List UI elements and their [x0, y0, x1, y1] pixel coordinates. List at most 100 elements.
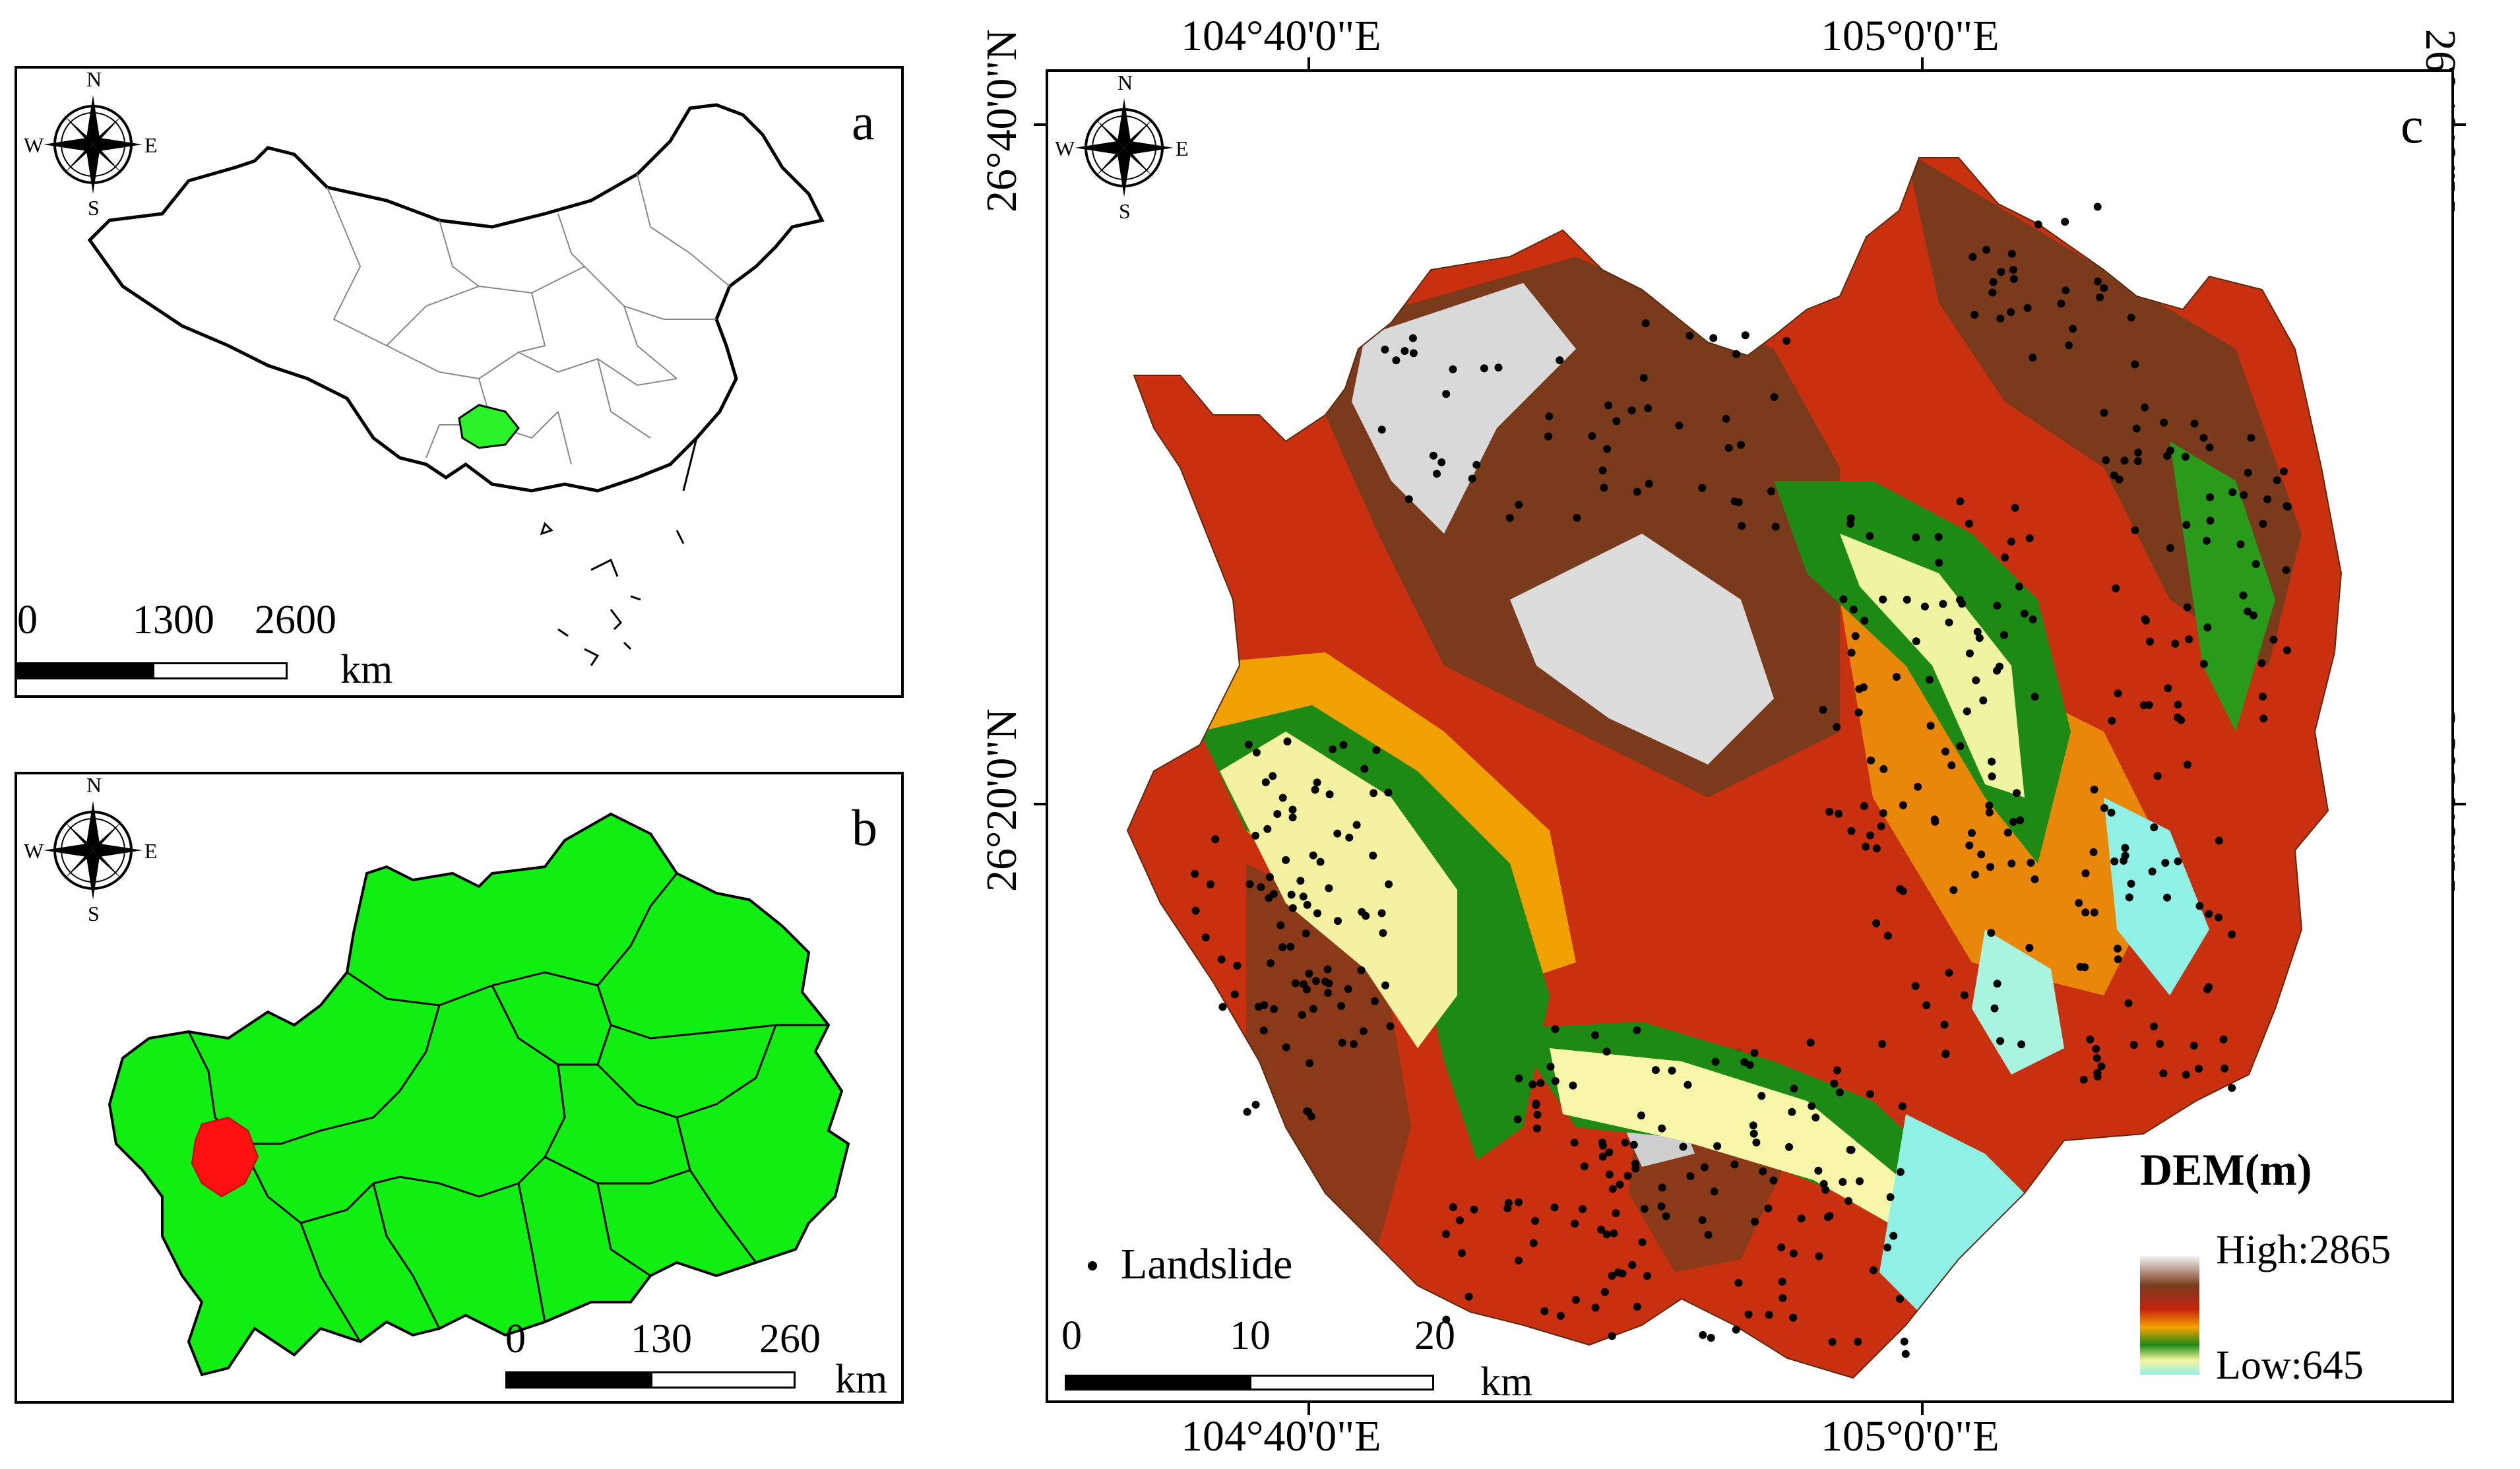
landslide-point — [1288, 904, 1297, 912]
scale-a-tick-0: 0 — [17, 598, 38, 642]
landslide-point — [1296, 877, 1305, 885]
landslide-point — [1883, 931, 1892, 940]
landslide-point — [1339, 741, 1348, 749]
dem-terrain — [1126, 157, 2343, 1379]
landslide-point — [2182, 520, 2191, 529]
landslide-point — [2001, 553, 2009, 562]
landslide-point — [1925, 675, 1934, 684]
landslide-point — [1993, 980, 2001, 988]
landslide-point — [1245, 880, 1254, 889]
landslide-point — [1699, 1330, 1707, 1339]
landslide-point — [1898, 1102, 1906, 1111]
landslide-point — [1468, 474, 1476, 483]
landslide-point — [2093, 203, 2102, 211]
guizhou-highlight — [458, 404, 520, 449]
landslide-point — [1206, 880, 1214, 889]
landslide-point — [2127, 879, 2135, 888]
landslide-point — [1551, 1077, 1559, 1085]
landslide-point — [1764, 1204, 1773, 1212]
compass-rose-icon: N S E W — [24, 774, 162, 924]
landslide-point — [2034, 220, 2042, 229]
landslide-point — [1384, 788, 1393, 797]
landslide-point — [2120, 456, 2129, 465]
landslide-point — [2228, 930, 2236, 939]
landslide-point — [1265, 894, 1273, 902]
landslide-point — [1698, 484, 1707, 492]
landslide-point — [2110, 857, 2119, 865]
landslide-point — [1896, 1168, 1905, 1176]
landslide-point — [1531, 1216, 1540, 1225]
landslide-point — [2093, 1054, 2101, 1063]
landslide-point — [2013, 789, 2021, 797]
landslide-point — [1833, 1066, 1841, 1075]
landslide-point — [1833, 723, 1841, 732]
landslide-point — [2259, 693, 2267, 701]
scale-a-tick-1: 1300 — [133, 598, 214, 642]
landslide-point — [1465, 1292, 1473, 1301]
landslide-point — [1556, 1311, 1565, 1320]
landslide-point — [1979, 696, 1988, 704]
landslide-point — [2086, 1035, 2095, 1044]
landslide-point — [1352, 821, 1361, 829]
landslide-point — [1603, 445, 1612, 453]
landslide-point — [1968, 828, 1976, 837]
landslide-point — [2203, 623, 2212, 632]
landslide-point — [1532, 1100, 1540, 1108]
landslide-point — [1610, 1229, 1618, 1237]
landslide-point — [1573, 514, 1581, 522]
landslide-point — [2029, 615, 2037, 623]
landslide-point — [1814, 1166, 1823, 1175]
landslide-point — [2007, 249, 2016, 258]
landslide-point — [1750, 1049, 1759, 1057]
landslide-point — [1749, 1129, 1758, 1138]
landslide-point — [2023, 303, 2032, 312]
landslide-point — [1357, 966, 1366, 974]
landslide-point — [1771, 522, 1780, 531]
landslide-point — [2203, 985, 2211, 993]
landslide-point — [1309, 1005, 1317, 1013]
landslide-point — [1657, 1202, 1666, 1210]
landslide-point — [1879, 595, 1887, 604]
landslide-point — [1862, 842, 1870, 851]
landslide-point — [1770, 392, 1779, 401]
landslide-point — [1243, 1108, 1251, 1116]
dem-high-label: High:2865 — [2216, 1228, 2391, 1272]
landslide-point — [2206, 516, 2215, 525]
scale-a-unit: km — [340, 647, 393, 692]
landslide-point — [1325, 979, 1333, 987]
landslide-point — [1872, 844, 1881, 853]
landslide-point — [1455, 1216, 1464, 1225]
landslide-point — [1856, 1177, 1864, 1185]
dem-legend-title: DEM(m) — [2140, 1144, 2312, 1195]
frame-ticks — [1034, 57, 2466, 1415]
landslide-point — [1643, 1272, 1651, 1280]
landslide-point — [1544, 432, 1553, 441]
landslide-point — [1806, 1038, 1815, 1047]
landslide-point — [1828, 1338, 1837, 1346]
landslide-point — [1201, 933, 1210, 942]
landslide-point — [1811, 1113, 1820, 1122]
landslide-point — [1790, 1084, 1798, 1093]
landslide-point — [2065, 341, 2073, 350]
landslide-point — [1996, 1037, 2005, 1046]
landslide-point — [2183, 761, 2191, 769]
landslide-point — [1972, 676, 1980, 685]
scale-bar-b — [505, 1371, 796, 1389]
landslide-point — [2206, 493, 2214, 501]
landslide-point — [1638, 1238, 1647, 1247]
landslide-point — [1494, 363, 1503, 372]
landslide-point — [1359, 1027, 1368, 1036]
landslide-point — [1311, 977, 1320, 985]
landslide-point — [1338, 1038, 1346, 1047]
landslide-point — [1252, 748, 1261, 757]
landslide-point — [2081, 869, 2090, 877]
landslide-point — [2100, 284, 2108, 292]
landslide-point — [2244, 468, 2252, 477]
landslide-point — [1261, 778, 1270, 786]
landslide-point — [2090, 786, 2098, 794]
landslide-point — [1990, 1004, 1999, 1013]
landslide-point — [1449, 1203, 1457, 1211]
landslide-point — [2247, 433, 2255, 442]
landslide-point — [1895, 1295, 1904, 1303]
landslide-point — [1988, 757, 1996, 766]
